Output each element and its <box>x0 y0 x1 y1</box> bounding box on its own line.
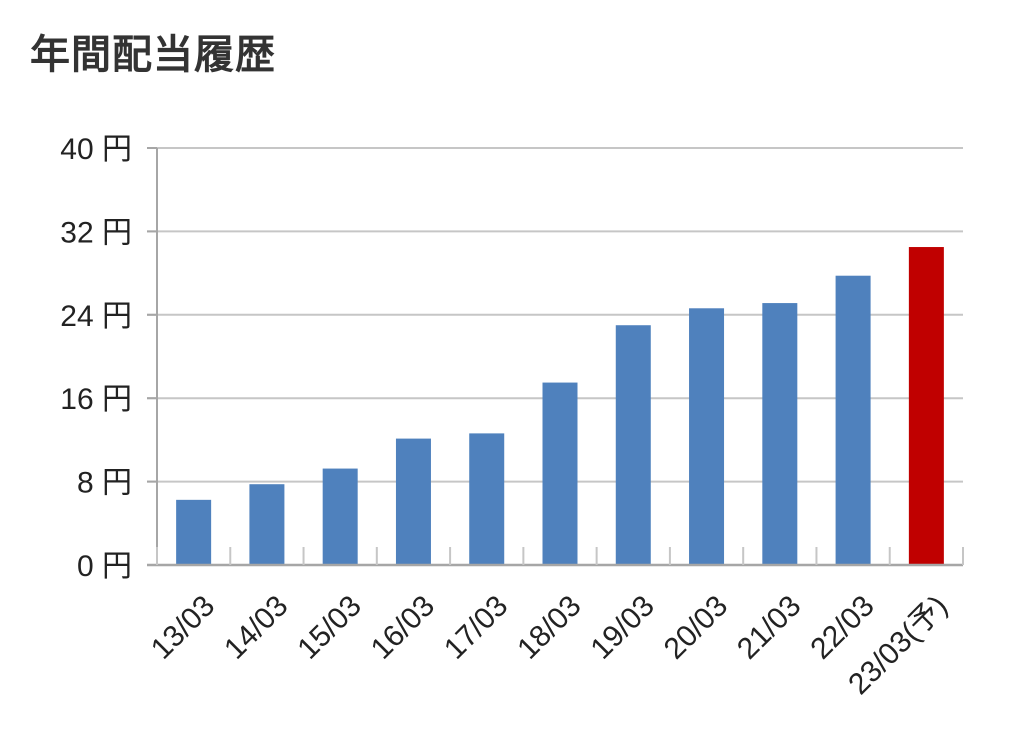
bar <box>762 303 798 565</box>
x-tick-label: 14/03 <box>218 589 294 665</box>
bar <box>615 325 651 565</box>
y-tick-label: 0 円 <box>77 550 132 583</box>
axes <box>147 147 964 567</box>
y-tick-label: 24 円 <box>60 300 132 333</box>
y-tick-label: 40 円 <box>60 133 132 166</box>
bar <box>469 433 505 565</box>
x-tick-label: 17/03 <box>438 589 514 665</box>
y-tick-label: 16 円 <box>60 383 132 416</box>
bar <box>322 468 358 565</box>
y-tick-labels: 0 円 8 円 16 円 24 円 32 円 40 円 <box>60 133 132 583</box>
bar <box>689 308 725 565</box>
bar <box>395 438 431 565</box>
x-tick-label: 18/03 <box>511 589 587 665</box>
x-tick-label: 21/03 <box>731 589 807 665</box>
bar-forecast <box>908 247 944 565</box>
bar <box>249 484 285 565</box>
x-tick-label: 20/03 <box>658 589 734 665</box>
x-tick-label: 19/03 <box>585 589 661 665</box>
x-tick-label: 13/03 <box>145 589 221 665</box>
bar <box>542 382 578 565</box>
x-tick-label: 16/03 <box>365 589 441 665</box>
x-tick-labels: 13/0314/0315/0316/0317/0318/0319/0320/03… <box>145 589 954 701</box>
y-tick-label: 32 円 <box>60 216 132 249</box>
chart-title: 年間配当履歴 <box>30 32 276 78</box>
bars <box>176 247 944 565</box>
bar <box>835 275 871 565</box>
y-tick-label: 8 円 <box>77 467 132 500</box>
bar <box>176 499 212 565</box>
x-tick-label: 15/03 <box>291 589 367 665</box>
